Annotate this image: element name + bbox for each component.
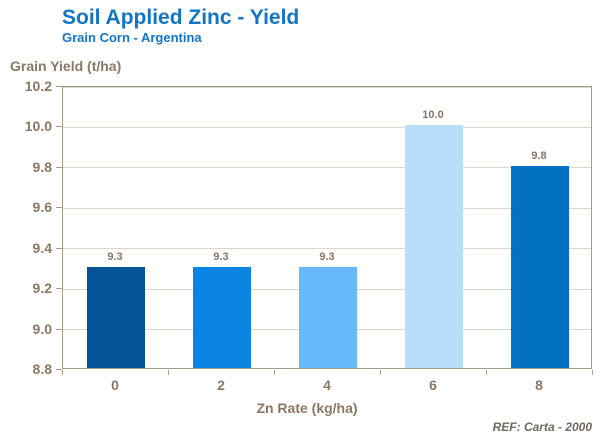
y-axis-tick [56,288,62,290]
bar-value-label: 9.3 [319,250,335,263]
x-tick-label: 8 [535,377,543,393]
y-tick-label: 10.0 [24,118,52,135]
x-tick-label: 4 [323,377,331,393]
y-tick-label: 9.4 [32,239,52,256]
y-tick-label: 8.8 [32,361,52,377]
x-axis-tick [168,370,169,375]
x-axis-tick [486,370,487,375]
gridline [63,86,591,88]
bar-value-label: 9.3 [213,250,229,263]
chart-subtitle: Grain Corn - Argentina [62,30,202,45]
y-tick-label: 9.0 [32,320,52,337]
bar-0 [87,266,145,368]
bar-value-label: 9.8 [531,149,547,162]
x-axis-tick [592,370,593,375]
bar-4 [299,266,357,368]
y-axis-tick [56,207,62,209]
x-axis-tick [274,370,275,375]
x-tick-label: 6 [429,377,437,393]
x-tick-label: 0 [111,377,119,393]
y-axis-title: Grain Yield (t/ha) [10,58,122,74]
bar-value-label: 9.3 [107,250,123,263]
gridline [63,126,591,128]
y-axis-tick [56,166,62,168]
y-axis-tick [56,126,62,128]
bar-2 [193,266,251,368]
gridline [63,207,591,209]
chart-title: Soil Applied Zinc - Yield [62,6,300,29]
x-axis-title: Zn Rate (kg/ha) [256,400,358,416]
bar-value-label: 10.0 [422,109,444,122]
x-axis-tick [62,370,63,375]
y-axis-tick [56,328,62,330]
plot-area [62,86,592,369]
gridline [63,248,591,250]
gridline [63,167,591,169]
x-axis-tick [380,370,381,375]
y-axis-tick [56,247,62,249]
reference-note: REF: Carta - 2000 [492,420,592,434]
y-tick-label: 9.6 [32,199,52,216]
x-tick-label: 2 [217,377,225,393]
y-tick-label: 10.2 [24,78,52,94]
bar-6 [405,125,463,368]
y-axis-tick [56,86,62,87]
y-axis-tick [56,369,62,370]
y-tick-label: 9.2 [32,280,52,297]
y-tick-label: 9.8 [32,158,52,175]
bar-8 [511,165,569,368]
